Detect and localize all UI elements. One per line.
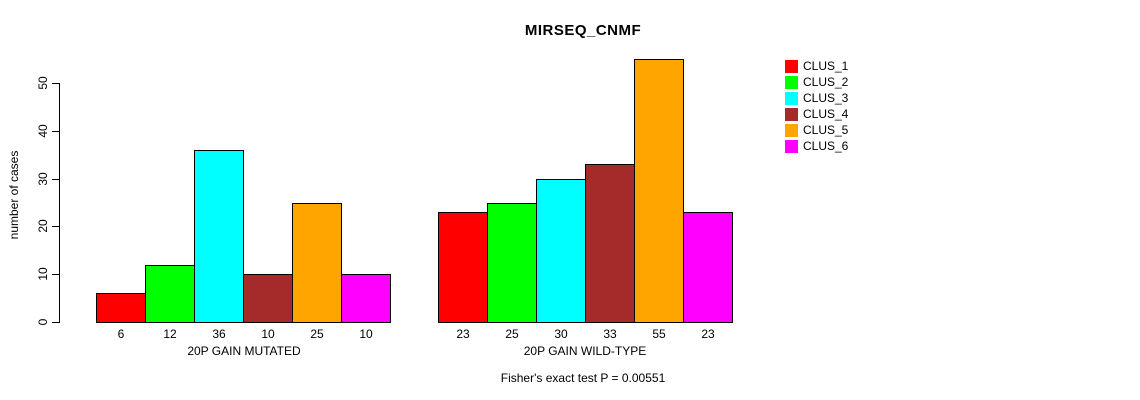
- bar-value-label: 23: [456, 327, 470, 341]
- bar-clus_3-group2: [536, 178, 586, 323]
- bar-clus_5-group1: [292, 202, 342, 323]
- bar-clus_6-group2: [683, 212, 733, 323]
- y-axis-label: number of cases: [7, 150, 21, 240]
- y-tick-mark: [52, 322, 59, 323]
- legend-item-label: CLUS_6: [803, 139, 849, 153]
- bar-clus_2-group2: [487, 202, 537, 323]
- legend-item-label: CLUS_4: [803, 107, 849, 121]
- y-tick-mark: [52, 83, 59, 84]
- y-axis-line: [59, 83, 60, 323]
- legend-swatch-icon: [785, 59, 798, 73]
- fisher-test-note: Fisher's exact test P = 0.00551: [500, 371, 666, 385]
- bar-value-label: 36: [212, 327, 226, 341]
- bar-value-label: 25: [310, 327, 324, 341]
- legend-swatch-icon: [785, 91, 798, 105]
- legend-item-clus_3: CLUS_3: [785, 90, 848, 106]
- bar-value-label: 10: [261, 327, 275, 341]
- bar-clus_4-group2: [585, 164, 635, 323]
- legend-item-clus_6: CLUS_6: [785, 138, 848, 154]
- y-tick-label: 10: [36, 267, 50, 281]
- legend-item-label: CLUS_2: [803, 75, 849, 89]
- bar-clus_3-group1: [194, 149, 244, 323]
- bar-value-label: 25: [505, 327, 519, 341]
- bar-value-label: 10: [359, 327, 373, 341]
- bar-clus_4-group1: [243, 274, 293, 323]
- legend-item-label: CLUS_3: [803, 91, 849, 105]
- y-tick-mark: [52, 130, 59, 132]
- bar-clus_5-group2: [634, 59, 684, 323]
- y-tick-label: 40: [36, 124, 50, 138]
- group-label-mutated: 20P GAIN MUTATED: [187, 344, 301, 358]
- y-tick-label: 30: [36, 171, 50, 186]
- y-tick-mark: [52, 178, 59, 180]
- bar-value-label: 12: [163, 327, 177, 341]
- legend-swatch-icon: [785, 123, 798, 137]
- bar-value-label: 33: [603, 327, 617, 341]
- legend-item-clus_2: CLUS_2: [785, 74, 848, 90]
- chart-title: MIRSEQ_CNMF: [524, 22, 642, 39]
- legend-item-clus_1: CLUS_1: [785, 58, 848, 74]
- y-tick-mark: [52, 226, 59, 228]
- y-tick-label: 50: [36, 76, 50, 90]
- legend-swatch-icon: [785, 139, 798, 153]
- legend-item-label: CLUS_1: [803, 59, 849, 73]
- bar-value-label: 30: [554, 327, 568, 341]
- bar-clus_1-group2: [438, 212, 488, 323]
- legend-item-clus_5: CLUS_5: [785, 122, 848, 138]
- y-tick-mark: [52, 274, 59, 276]
- bar-value-label: 55: [652, 327, 666, 341]
- legend-swatch-icon: [785, 107, 798, 121]
- y-tick-label: 20: [36, 219, 50, 234]
- legend-swatch-icon: [785, 75, 798, 89]
- bar-clus_2-group1: [145, 264, 195, 323]
- group-label-wild-type: 20P GAIN WILD-TYPE: [523, 344, 647, 358]
- legend-item-label: CLUS_5: [803, 123, 849, 137]
- bar-value-label: 6: [117, 327, 125, 341]
- legend-item-clus_4: CLUS_4: [785, 106, 848, 122]
- bar-clus_1-group1: [96, 293, 146, 323]
- bar-clus_6-group1: [341, 274, 391, 323]
- y-tick-label: 0: [36, 318, 50, 326]
- bar-value-label: 23: [701, 327, 715, 341]
